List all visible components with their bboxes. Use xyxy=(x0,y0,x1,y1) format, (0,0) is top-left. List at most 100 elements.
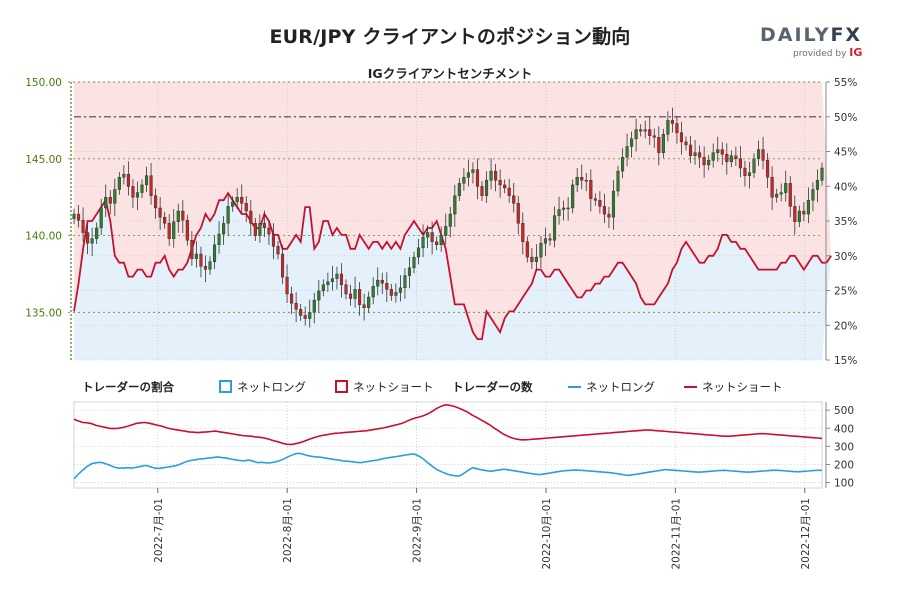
candle-body-31 xyxy=(212,244,217,262)
candle-body-42 xyxy=(262,223,266,229)
candle-body-68 xyxy=(380,279,384,284)
count-tick-label: 500 xyxy=(834,405,854,417)
candle-body-25 xyxy=(185,220,189,241)
candle-body-39 xyxy=(249,210,253,224)
candle-body-81 xyxy=(439,235,443,246)
y-right-tick-label: 15% xyxy=(834,355,857,367)
candle-body-136 xyxy=(688,144,693,156)
candle-body-33 xyxy=(222,223,226,235)
candle-body-119 xyxy=(611,190,616,218)
y-left-tick-label: 145.00 xyxy=(25,154,62,166)
candle-body-17 xyxy=(149,175,153,196)
candle-body-47 xyxy=(285,276,289,295)
candle-body-73 xyxy=(403,275,407,289)
candle-body-157 xyxy=(784,183,788,193)
candle-body-40 xyxy=(253,223,257,236)
trader-count-panel: 100 200 300 400 500 xyxy=(73,401,854,490)
candle-body-19 xyxy=(158,207,162,218)
candle-body-76 xyxy=(416,247,421,258)
candle-body-26 xyxy=(190,239,194,259)
candle-body-132 xyxy=(670,120,674,124)
candle-body-95 xyxy=(503,184,507,189)
brand-name-fx: FX xyxy=(830,24,863,46)
candle-body-45 xyxy=(276,246,280,255)
candle-body-21 xyxy=(167,223,171,239)
y-right-tick-label: 35% xyxy=(834,216,857,228)
legend-ratio-long-label: ネットロング xyxy=(237,380,306,394)
candle-body-125 xyxy=(639,129,643,132)
candle-body-113 xyxy=(584,180,588,182)
candle-body-145 xyxy=(729,155,733,163)
candle-body-35 xyxy=(231,201,235,207)
candle-body-71 xyxy=(394,292,398,296)
candle-body-106 xyxy=(552,215,557,241)
candle-body-62 xyxy=(353,289,357,299)
candle-body-60 xyxy=(344,284,348,295)
candle-body-69 xyxy=(385,283,389,290)
candle-body-36 xyxy=(235,196,239,203)
candlesticks xyxy=(72,107,824,328)
candle-body-126 xyxy=(643,129,647,132)
candle-body-150 xyxy=(752,158,756,173)
candle-body-16 xyxy=(144,175,149,186)
candle-body-96 xyxy=(507,187,511,196)
candle-body-129 xyxy=(657,137,661,153)
candle-body-23 xyxy=(176,210,180,222)
candle-body-153 xyxy=(766,160,770,178)
page-title: EUR/JPY クライアントのポジション動向 xyxy=(269,26,631,48)
candle-body-78 xyxy=(426,232,430,238)
candle-body-128 xyxy=(652,135,656,138)
candle-body-102 xyxy=(534,256,538,262)
candle-body-135 xyxy=(684,141,688,146)
candle-body-6 xyxy=(99,207,103,229)
candle-body-83 xyxy=(448,213,452,227)
legend-ratio-short-label: ネットショート xyxy=(353,380,434,394)
candle-body-114 xyxy=(589,180,593,199)
candle-body-41 xyxy=(258,223,262,236)
candle-body-10 xyxy=(117,177,121,190)
count-tick-label: 100 xyxy=(834,478,854,490)
candle-body-11 xyxy=(122,173,126,178)
legend-count-short-label: ネットショート xyxy=(702,380,783,394)
candle-body-105 xyxy=(548,238,552,241)
candle-body-156 xyxy=(779,192,783,195)
candle-body-32 xyxy=(217,233,221,246)
y-right-tick-label: 30% xyxy=(834,251,857,263)
candle-body-7 xyxy=(104,196,108,209)
candle-body-49 xyxy=(294,302,298,310)
candle-body-8 xyxy=(108,196,112,204)
candle-body-154 xyxy=(770,177,774,198)
candle-body-66 xyxy=(371,286,375,298)
candle-body-92 xyxy=(489,170,493,181)
candle-body-61 xyxy=(348,293,353,299)
x-tick-label: 2022-11月-01 xyxy=(670,498,682,570)
candle-body-52 xyxy=(308,312,312,319)
candle-body-28 xyxy=(199,253,203,267)
candle-body-65 xyxy=(367,296,371,308)
candle-body-1 xyxy=(76,213,81,221)
candle-body-13 xyxy=(131,186,135,198)
candle-body-86 xyxy=(462,177,466,184)
candle-body-5 xyxy=(95,227,99,239)
price-sentiment-panel: 135.00 140.00 145.00 150.00 15% 20% 25% 30% 35% 4… xyxy=(25,77,857,367)
candle-body-91 xyxy=(484,180,489,196)
candle-body-53 xyxy=(312,299,316,313)
legend: トレーダーの割合 ネットロング ネットショート トレーダーの数 ネットロング ネ… xyxy=(82,380,783,394)
candle-body-75 xyxy=(412,256,416,269)
candle-body-3 xyxy=(86,232,90,244)
candle-body-127 xyxy=(648,129,652,136)
candle-body-101 xyxy=(530,256,534,262)
candle-body-88 xyxy=(471,169,475,173)
brand-provider: IG xyxy=(849,46,863,59)
legend-count-title: トレーダーの数 xyxy=(452,380,533,394)
candle-body-158 xyxy=(788,183,792,207)
candle-body-116 xyxy=(598,200,602,207)
candle-body-20 xyxy=(163,216,167,224)
candle-body-64 xyxy=(362,304,366,308)
candle-body-163 xyxy=(811,189,815,201)
candle-body-138 xyxy=(698,152,702,158)
net-short-line xyxy=(73,191,832,340)
candle-body-151 xyxy=(756,149,761,159)
candle-body-98 xyxy=(516,203,520,224)
candle-body-162 xyxy=(806,200,810,215)
